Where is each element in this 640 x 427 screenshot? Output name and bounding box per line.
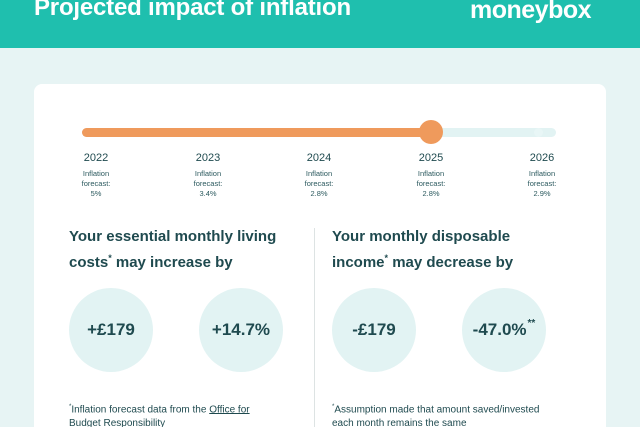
cost-increase-amount: +£179	[69, 288, 153, 372]
assumption-footnote: *Assumption made that amount saved/inves…	[332, 404, 540, 427]
timeline-year-2022: 2022 Inflation forecast: 5%	[56, 152, 136, 199]
obr-link-part1[interactable]: Office for	[209, 404, 250, 416]
content-card: 2022 Inflation forecast: 5% 2023 Inflati…	[34, 84, 606, 427]
timeline-year-2026: 2026 Inflation forecast: 2.9%	[502, 152, 582, 199]
heading-line1: Your monthly disposable	[332, 228, 511, 245]
forecast-label-line1: Inflation	[305, 169, 333, 178]
timeline-progress	[82, 128, 432, 137]
forecast-value: 2.8%	[310, 188, 328, 198]
moneybox-logo: moneybox	[470, 0, 592, 24]
income-decrease-amount: -£179	[332, 288, 416, 372]
timeline-end-dot	[534, 128, 543, 137]
forecast-label-line1: Inflation	[528, 169, 556, 178]
forecast-label-line2: forecast:	[193, 178, 223, 188]
forecast-label-line2: forecast:	[416, 178, 446, 188]
year-label: 2022	[83, 152, 109, 164]
header-bar: Projected impact of inflation moneybox	[0, 0, 640, 48]
forecast-label-line1: Inflation	[194, 169, 222, 178]
forecast-label-line2: forecast:	[527, 178, 557, 188]
forecast-label-line1: Inflation	[82, 169, 110, 178]
income-decrease-percent: -47.0% **	[462, 288, 546, 372]
disposable-income-heading: Your monthly disposable income* may decr…	[332, 224, 562, 276]
forecast-value: 5%	[90, 188, 102, 198]
page-title: Projected impact of inflation	[34, 0, 351, 21]
living-costs-heading: Your essential monthly living costs* may…	[69, 224, 299, 276]
year-label: 2024	[306, 152, 332, 164]
timeline-current-marker	[419, 120, 443, 144]
forecast-value: 2.8%	[422, 188, 440, 198]
timeline-year-2025: 2025 Inflation forecast: 2.8%	[391, 152, 471, 199]
forecast-label-line2: forecast:	[81, 178, 111, 188]
inflation-source-footnote: *Inflation forecast data from the Office…	[69, 400, 304, 427]
timeline-year-2024: 2024 Inflation forecast: 2.8%	[279, 152, 359, 199]
year-label: 2026	[529, 152, 555, 164]
timeline-year-2023: 2023 Inflation forecast: 3.4%	[168, 152, 248, 199]
year-label: 2025	[418, 152, 444, 164]
heading-line2: costs* may increase by	[69, 253, 233, 272]
section-divider	[314, 228, 315, 427]
heading-line1: Your essential monthly living	[69, 228, 277, 245]
forecast-value: 3.4%	[199, 188, 217, 198]
heading-line2: income* may decrease by	[332, 253, 514, 272]
forecast-value: 2.9%	[533, 188, 551, 198]
obr-link-part2[interactable]: Budget Responsibility	[69, 418, 166, 427]
forecast-label-line2: forecast:	[304, 178, 334, 188]
year-label: 2023	[195, 152, 221, 164]
cost-increase-percent: +14.7%	[199, 288, 283, 372]
forecast-label-line1: Inflation	[417, 169, 445, 178]
inflation-timeline: 2022 Inflation forecast: 5% 2023 Inflati…	[34, 84, 606, 204]
